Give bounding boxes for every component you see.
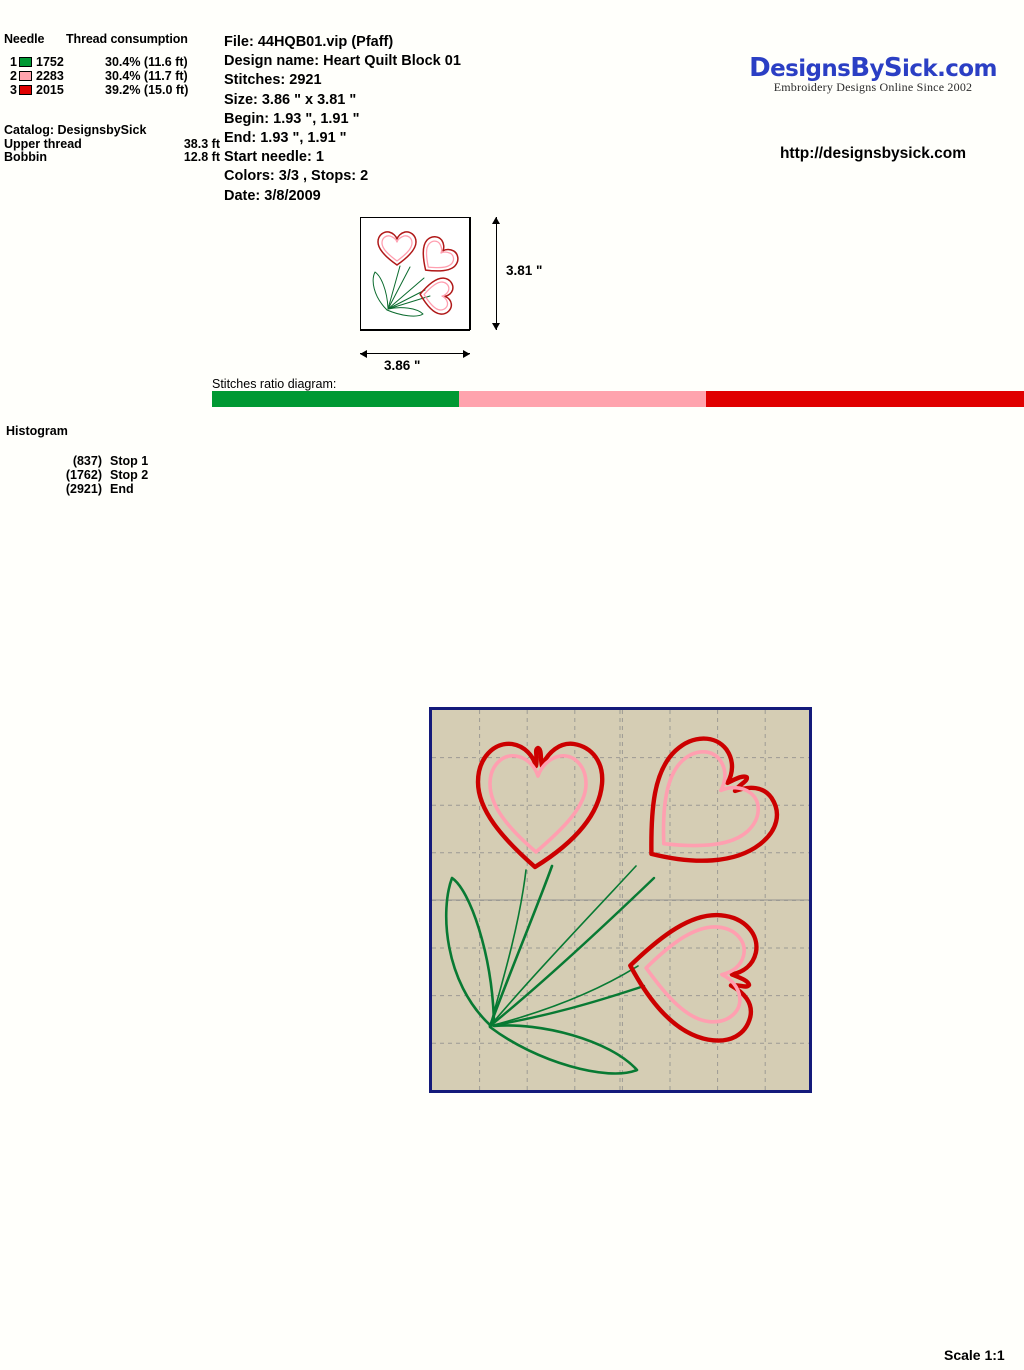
- design-name-line: Design name: Heart Quilt Block 01: [224, 53, 461, 70]
- header-needle: Needle: [4, 32, 45, 46]
- upper-thread-label: Upper thread: [4, 137, 82, 151]
- histogram-name: Stop 2: [110, 468, 149, 482]
- histogram-name: End: [110, 482, 134, 496]
- bobbin-row: Bobbin 12.8 ft: [4, 151, 220, 164]
- upper-thread-row: Upper thread 38.3 ft: [4, 138, 220, 151]
- histogram-name: Stop 1: [110, 454, 149, 468]
- table-row: 2 2283 30.4% (11.7 ft): [4, 68, 220, 83]
- color-swatch-icon: [19, 56, 32, 67]
- histogram-count: (1762): [65, 468, 102, 482]
- heart-upper-left: [475, 741, 605, 870]
- needle-table-header: Needle Thread consumption: [4, 32, 220, 46]
- needle-table-rows: 1 1752 30.4% (11.6 ft) 2 2283 30.4% (11.…: [4, 54, 220, 97]
- ratio-segment-needle-1: [212, 391, 459, 407]
- histogram-list: (837) Stop 1 (1762) Stop 2 (2921) End: [6, 454, 206, 496]
- bobbin-value: 12.8 ft: [183, 150, 220, 164]
- ratio-segment-needle-3: [705, 391, 1024, 407]
- colors-stops-line: Colors: 3/3 , Stops: 2: [224, 168, 369, 185]
- size-line: Size: 3.86 " x 3.81 ": [224, 91, 357, 108]
- date-line: Date: 3/8/2009: [224, 187, 321, 204]
- end-line: End: 1.93 ", 1.91 ": [224, 130, 347, 147]
- color-swatch-icon: [19, 84, 32, 95]
- stitches-ratio-bar: [212, 391, 1024, 407]
- height-arrowheads: [492, 217, 500, 330]
- heart-upper-right: [649, 736, 780, 863]
- site-logo[interactable]: DesignsBySick.com Embroidery Designs Onl…: [748, 55, 998, 95]
- header-thread-consumption: Thread consumption: [66, 32, 188, 46]
- needle-index: 3: [10, 82, 17, 97]
- height-dimension-line: [496, 217, 497, 330]
- catalog-summary: Catalog: DesignsbySick Upper thread 38.3…: [4, 124, 220, 164]
- needle-thread-panel: Needle Thread consumption 1 1752 30.4% (…: [4, 32, 220, 97]
- bobbin-label: Bobbin: [4, 150, 48, 164]
- catalog-line: Catalog: DesignsbySick: [4, 123, 147, 137]
- histogram-title: Histogram: [6, 424, 68, 438]
- file-line: File: 44HQB01.vip (Pfaff): [224, 34, 394, 50]
- start-needle-line: Start needle: 1: [224, 149, 324, 166]
- width-arrowheads: [360, 350, 470, 358]
- needle-stitches: 1752: [36, 54, 64, 69]
- site-url-link[interactable]: http://designsbysick.com: [779, 145, 967, 162]
- stem-and-leaf-group: [444, 864, 656, 1075]
- list-item: (837) Stop 1: [6, 454, 206, 468]
- height-dimension-label: 3.81 ": [506, 263, 543, 278]
- needle-index: 1: [10, 54, 17, 69]
- design-thumbnail-panel: 3.81 " 3.86 ": [356, 213, 576, 373]
- design-preview-canvas[interactable]: [429, 707, 812, 1093]
- stitches-line: Stitches: 2921: [224, 72, 322, 89]
- heart-lower-right: [628, 912, 759, 1043]
- histogram-count: (837): [72, 454, 102, 468]
- table-row: 3 2015 39.2% (15.0 ft): [4, 82, 220, 97]
- needle-stitches: 2015: [36, 82, 64, 97]
- thumbnail-design-preview: [372, 231, 459, 317]
- width-dimension-line: [360, 353, 470, 354]
- ratio-segment-needle-2: [458, 391, 706, 407]
- stitches-ratio-label: Stitches ratio diagram:: [212, 377, 337, 391]
- file-info-block: File: 44HQB01.vip (Pfaff) Design name: H…: [224, 33, 461, 206]
- width-dimension-label: 3.86 ": [384, 358, 421, 373]
- logo-wordmark: DesignsBySick.com: [749, 53, 997, 83]
- histogram-count: (2921): [65, 482, 102, 496]
- list-item: (2921) End: [6, 482, 206, 496]
- needle-consumption: 30.4% (11.6 ft): [105, 54, 188, 69]
- thumbnail-extension-bottom: [360, 330, 470, 331]
- needle-consumption: 30.4% (11.7 ft): [105, 68, 188, 83]
- table-row: 1 1752 30.4% (11.6 ft): [4, 54, 220, 69]
- scale-indicator: Scale 1:1: [944, 1347, 1005, 1363]
- list-item: (1762) Stop 2: [6, 468, 206, 482]
- design-artwork: [432, 710, 809, 1090]
- needle-stitches: 2283: [36, 68, 64, 83]
- begin-line: Begin: 1.93 ", 1.91 ": [224, 110, 360, 127]
- needle-consumption: 39.2% (15.0 ft): [105, 82, 189, 97]
- logo-tagline: Embroidery Designs Online Since 2002: [773, 80, 973, 94]
- needle-index: 2: [10, 68, 17, 83]
- thumbnail-extension-right: [470, 217, 471, 330]
- color-swatch-icon: [19, 70, 32, 81]
- upper-thread-value: 38.3 ft: [183, 137, 220, 151]
